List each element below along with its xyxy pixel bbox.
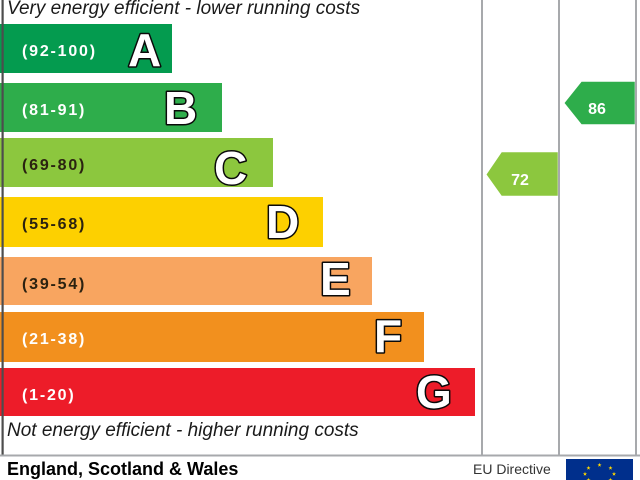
svg-text:(1-20): (1-20) bbox=[22, 387, 75, 404]
svg-text:F: F bbox=[374, 310, 402, 362]
svg-text:(39-54): (39-54) bbox=[22, 276, 86, 293]
svg-text:D: D bbox=[266, 196, 299, 248]
svg-text:(81-91): (81-91) bbox=[22, 102, 86, 119]
svg-text:72: 72 bbox=[511, 172, 529, 189]
svg-text:E: E bbox=[320, 253, 351, 305]
svg-text:(55-68): (55-68) bbox=[22, 216, 86, 233]
svg-text:B: B bbox=[164, 82, 197, 134]
svg-text:86: 86 bbox=[588, 101, 606, 118]
svg-text:G: G bbox=[416, 366, 452, 418]
svg-text:A: A bbox=[128, 24, 161, 76]
svg-text:C: C bbox=[214, 142, 247, 194]
svg-text:(21-38): (21-38) bbox=[22, 331, 86, 348]
svg-text:(92-100): (92-100) bbox=[22, 43, 97, 60]
svg-text:(69-80): (69-80) bbox=[22, 157, 86, 174]
